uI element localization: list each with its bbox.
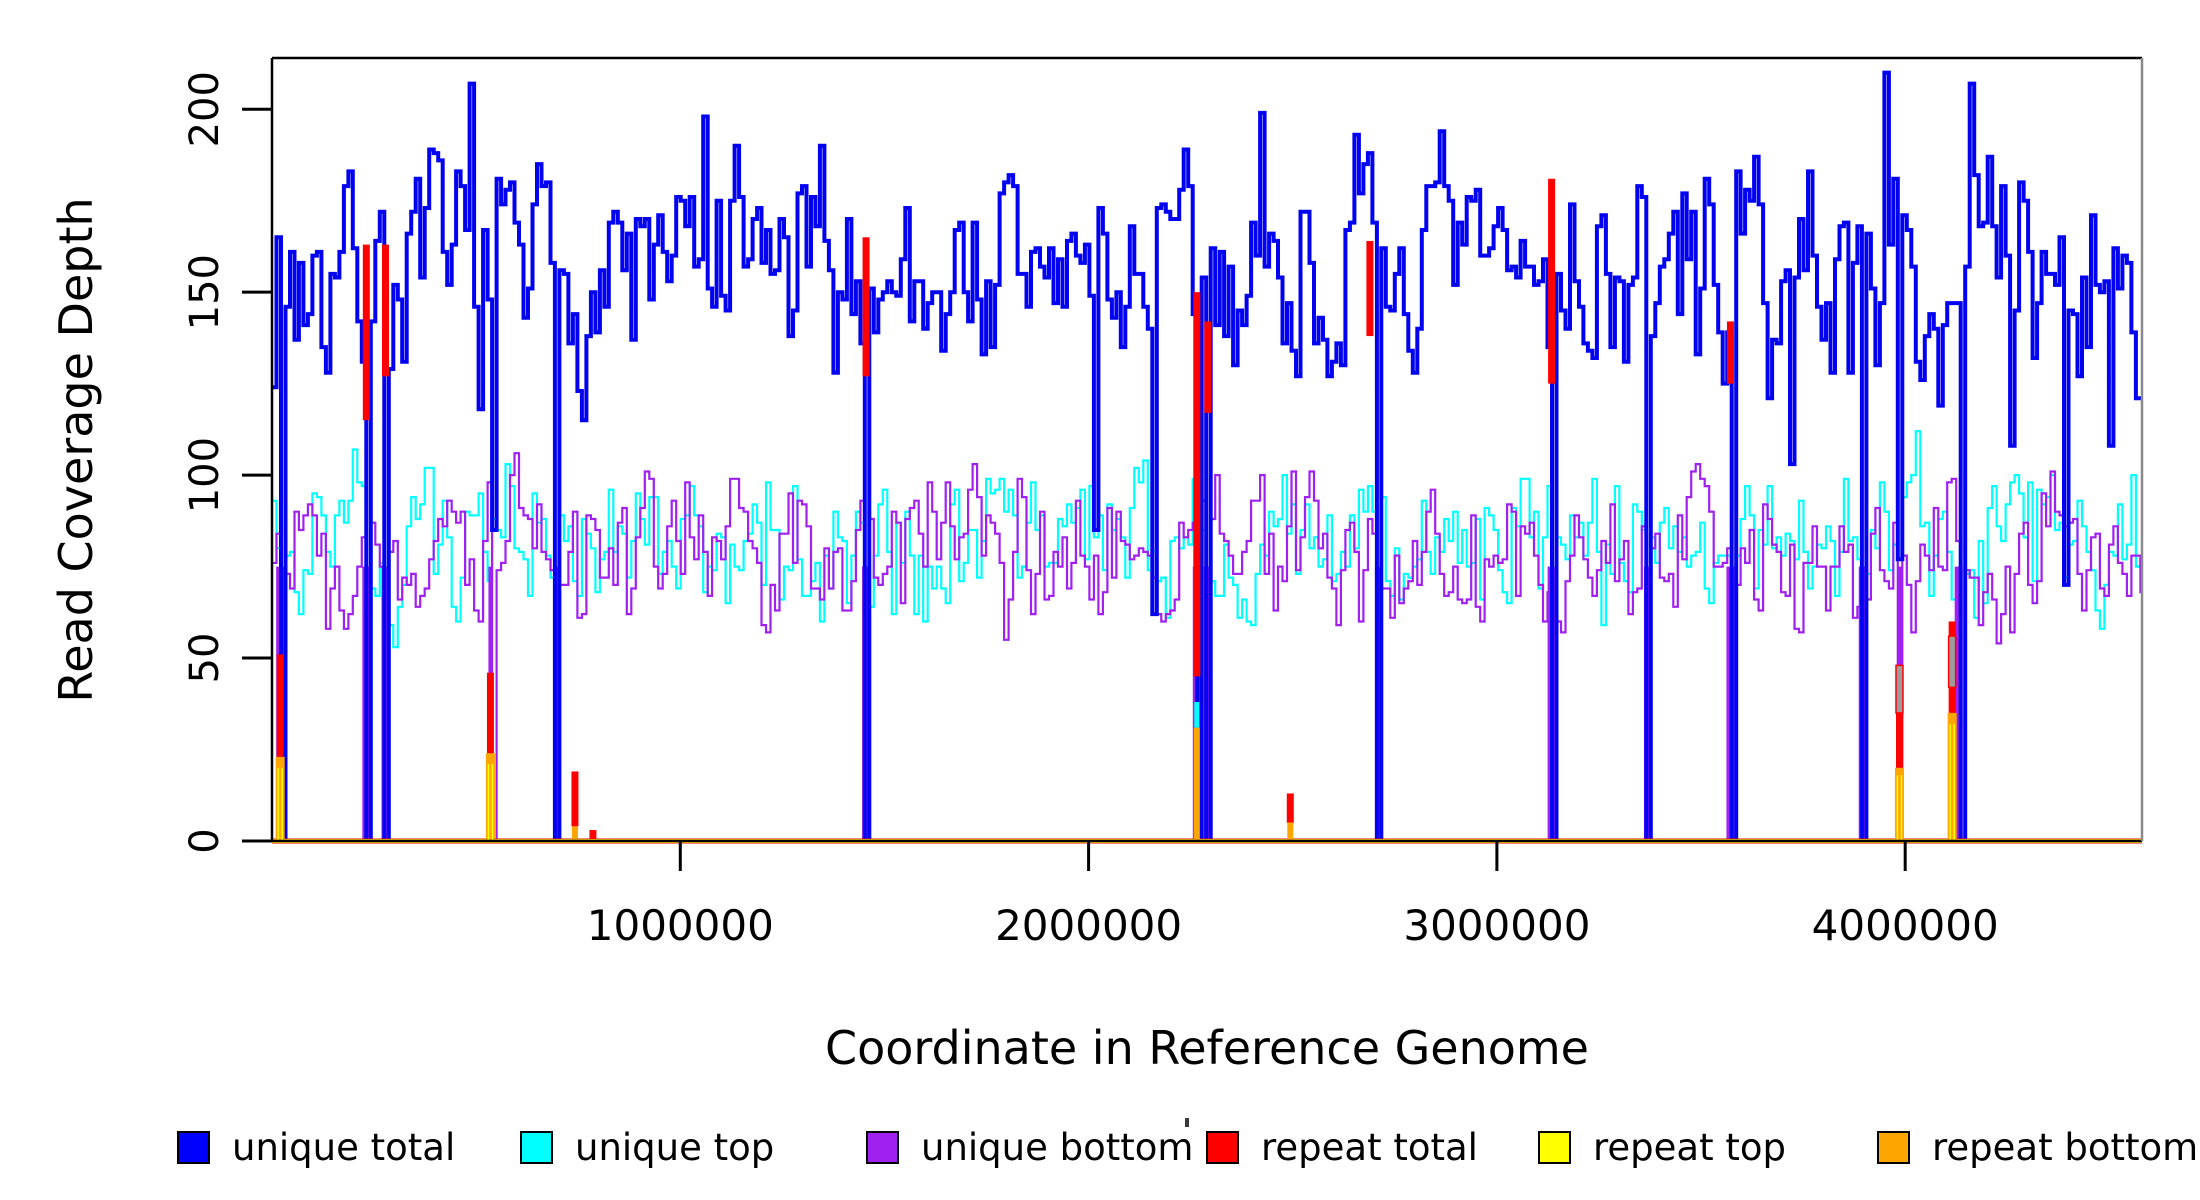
legend-label: repeat top — [1593, 1125, 1786, 1169]
legend-label: repeat bottom — [1932, 1125, 2199, 1169]
repeat-total-spike — [1193, 292, 1201, 677]
legend-label: unique bottom — [921, 1125, 1194, 1169]
repeat-bottom-spike-core — [1950, 723, 1954, 841]
x-tick-label: 3000000 — [1403, 901, 1590, 950]
repeat-total-spike — [862, 237, 870, 377]
y-tick-label: 50 — [182, 633, 228, 684]
legend-item-repeat-bottom: repeat bottom — [1877, 1124, 2198, 1170]
repeat-bottom-spike — [1287, 822, 1294, 841]
legend-swatch-5 — [1877, 1130, 1910, 1164]
y-tick-label: 100 — [182, 437, 228, 513]
y-tick-label: 200 — [182, 71, 228, 147]
repeat-bottom-spike-core — [1898, 775, 1901, 841]
repeat-total-spike — [1548, 178, 1556, 384]
x-tick-label: 4000000 — [1812, 901, 1999, 950]
legend-item-repeat-top: repeat top — [1538, 1124, 1786, 1170]
legend-swatch-1 — [520, 1130, 553, 1164]
plot-legend: unique total unique top unique bottom re… — [0, 1124, 2200, 1170]
repeat-bottom-spike — [1193, 727, 1200, 841]
x-tick-label: 2000000 — [995, 901, 1182, 950]
x-tick-label: 1000000 — [587, 901, 774, 950]
repeat-bottom-spike — [571, 826, 578, 841]
unique-top-tip — [1194, 701, 1200, 728]
repeat-total-spike — [1895, 712, 1903, 768]
repeat-total-spike — [362, 244, 370, 421]
repeat-total-spike — [486, 672, 494, 754]
legend-swatch-0 — [177, 1130, 210, 1164]
legend-label: repeat total — [1261, 1125, 1478, 1169]
anomaly-purple-drop — [1954, 566, 1963, 841]
legend-label: unique total — [232, 1125, 456, 1169]
repeat-bottom-spike-core — [278, 767, 282, 841]
legend-swatch-4 — [1538, 1130, 1571, 1164]
repeat-total-spike — [589, 830, 597, 841]
anomaly-purple-drop — [552, 566, 561, 841]
series-unique-total — [272, 70, 2142, 843]
x-axis-title: Coordinate in Reference Genome — [825, 1021, 1589, 1075]
repeat-gray-segment — [1947, 635, 1957, 689]
y-tick-label: 0 — [182, 828, 228, 853]
repeat-total-spike — [276, 654, 284, 757]
repeat-total-spike — [1204, 321, 1212, 413]
legend-swatch-3 — [1206, 1130, 1239, 1164]
repeat-total-spike — [382, 244, 390, 377]
y-tick-label: 150 — [182, 254, 228, 330]
repeat-total-spike — [1726, 321, 1734, 384]
stray-mark — [1185, 1118, 1189, 1127]
legend-item-unique-top: unique top — [520, 1124, 774, 1170]
repeat-gray-segment — [1895, 664, 1904, 714]
repeat-total-spike — [1286, 793, 1294, 823]
legend-swatch-2 — [866, 1130, 899, 1164]
legend-item-repeat-total: repeat total — [1206, 1124, 1478, 1170]
legend-item-unique-bottom: unique bottom — [866, 1124, 1193, 1170]
y-axis-title: Read Coverage Depth — [49, 197, 103, 703]
repeat-total-spike — [571, 771, 579, 827]
repeat-bottom-spike-core — [489, 764, 492, 841]
repeat-total-spike — [1366, 240, 1374, 337]
legend-label: unique top — [575, 1125, 775, 1169]
legend-item-unique-total: unique total — [177, 1124, 455, 1170]
